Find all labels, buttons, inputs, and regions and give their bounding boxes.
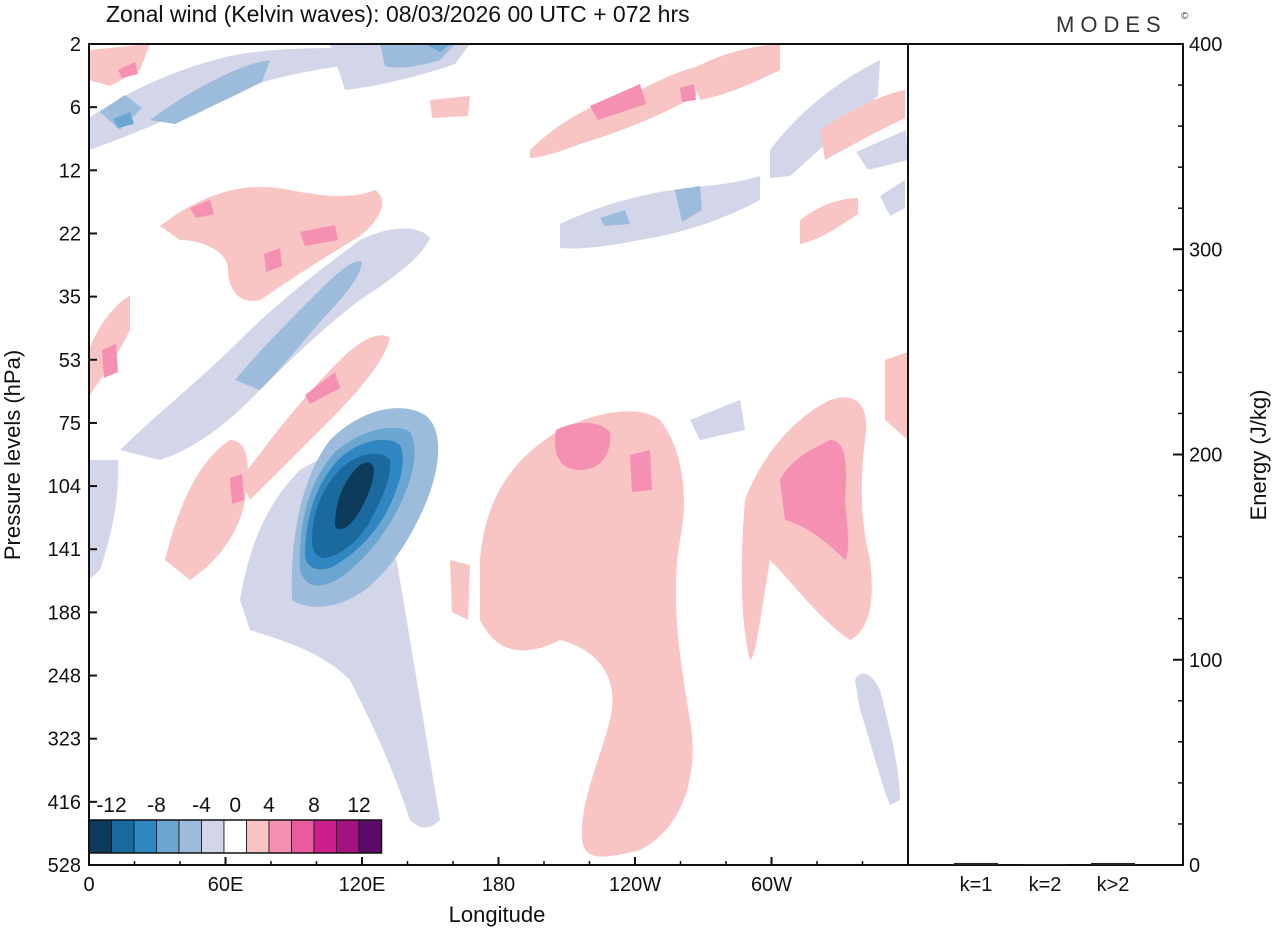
upper-easterly-patches <box>89 44 908 249</box>
energy-bar <box>1091 862 1135 865</box>
energy-category-label: k=2 <box>1029 874 1062 896</box>
y-tick-label: 416 <box>48 792 81 814</box>
colorbar-label: 8 <box>308 794 320 817</box>
colorbar-swatch <box>358 819 382 854</box>
y-tick-label: 188 <box>48 602 81 624</box>
longitude-axis: 0 60E 120E 180 120W 60W <box>83 857 864 896</box>
y-tick-label: 323 <box>48 729 81 751</box>
colorbar-label: 12 <box>347 794 370 817</box>
colorbar-label: 0 <box>229 794 241 817</box>
x-tick-label: 180 <box>482 874 515 896</box>
westerly-plume-west <box>450 411 693 857</box>
strong-easterly-core <box>291 408 439 607</box>
energy-tick-label: 200 <box>1189 445 1222 467</box>
x-tick-label: 120E <box>339 874 386 896</box>
energy-tick-label: 400 <box>1189 34 1222 56</box>
colorbar-border <box>88 819 383 854</box>
y-tick-label: 141 <box>48 539 81 561</box>
y-tick-label: 528 <box>48 855 81 877</box>
logo-copyright-mark: © <box>1181 11 1189 22</box>
energy-tick-label: 0 <box>1189 855 1200 877</box>
colorbar-swatch <box>88 819 112 854</box>
tilted-westerly-band <box>89 44 390 580</box>
chart-title: Zonal wind (Kelvin waves): 08/03/2026 00… <box>106 1 690 27</box>
y-tick-label: 2 <box>70 34 81 56</box>
x-tick-label: 0 <box>83 874 94 896</box>
y-tick-label: 6 <box>70 97 81 119</box>
energy-bars: k=1 k=2 k>2 <box>954 862 1135 896</box>
x-tick-label: 60E <box>208 874 244 896</box>
y-tick-label: 35 <box>59 287 81 309</box>
colorbar-label: -12 <box>96 794 126 817</box>
energy-category-label: k>2 <box>1097 874 1130 896</box>
upper-westerly-patches <box>430 44 905 440</box>
energy-axis: 0 100 200 300 400 <box>1173 34 1222 877</box>
energy-axis-label: Energy (J/kg) <box>1246 390 1271 521</box>
energy-bar <box>1023 864 1067 865</box>
x-tick-label: 120W <box>609 874 661 896</box>
colorbar-swatch <box>246 819 270 854</box>
colorbar-label: 4 <box>263 794 275 817</box>
colorbar: -12 -8 -4 0 4 8 12 <box>88 794 383 854</box>
energy-tick-label: 100 <box>1189 650 1222 672</box>
pressure-axis: 2 6 12 22 35 53 75 104 141 188 248 323 416 528 <box>48 34 97 877</box>
colorbar-swatch <box>156 819 180 854</box>
colorbar-label: -8 <box>147 794 166 817</box>
energy-category-label: k=1 <box>960 874 993 896</box>
y-axis-label: Pressure levels (hPa) <box>0 350 25 560</box>
y-tick-label: 12 <box>59 160 81 182</box>
colorbar-swatch <box>178 819 202 854</box>
energy-bar <box>954 862 998 865</box>
lower-easterly-tail <box>855 673 900 805</box>
colorbar-swatch <box>268 819 292 854</box>
y-tick-label: 22 <box>59 223 81 245</box>
colorbar-swatch <box>111 819 135 854</box>
energy-tick-label: 300 <box>1189 239 1222 261</box>
colorbar-swatch <box>291 819 315 854</box>
colorbar-label: -4 <box>192 794 211 817</box>
modes-logo: MODES <box>1056 12 1167 37</box>
contour-field <box>89 44 908 865</box>
y-tick-label: 248 <box>48 666 81 688</box>
x-axis-label: Longitude <box>449 902 546 927</box>
y-tick-label: 75 <box>59 413 81 435</box>
y-tick-label: 53 <box>59 350 81 372</box>
y-tick-label: 104 <box>48 476 81 498</box>
colorbar-swatch <box>133 819 157 854</box>
x-tick-label: 60W <box>751 874 792 896</box>
colorbar-swatch <box>201 819 225 854</box>
colorbar-swatch <box>336 819 360 854</box>
colorbar-swatch <box>313 819 337 854</box>
westerly-plume-east <box>741 352 908 660</box>
energy-panel-frame <box>907 43 1184 866</box>
colorbar-swatch <box>223 819 247 854</box>
